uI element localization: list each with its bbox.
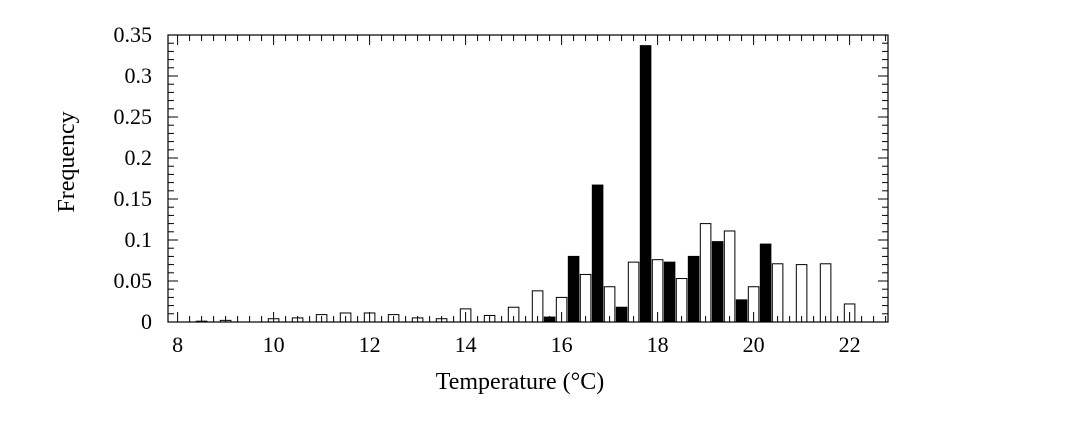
- x-tick-label: 10: [263, 332, 285, 357]
- y-tick-label: 0.35: [114, 22, 153, 47]
- y-tick-label: 0.25: [114, 104, 153, 129]
- bar-series1-17: [627, 261, 640, 323]
- x-tick-label: 18: [647, 332, 669, 357]
- bar-series1-15: [579, 273, 592, 323]
- x-tick-label: 14: [455, 332, 477, 357]
- x-axis-title: Temperature (°C): [436, 369, 605, 395]
- x-tick-label: 12: [359, 332, 381, 357]
- bar-series1-23: [771, 263, 784, 323]
- bar-series1-25: [819, 263, 832, 323]
- bar-series1-24: [795, 264, 808, 323]
- bar-series1-21: [723, 230, 736, 323]
- y-axis-title: Frequency: [54, 111, 80, 212]
- bar-series1-19: [675, 278, 688, 323]
- bar-series2-9: [759, 243, 772, 323]
- y-tick-label: 0.3: [125, 63, 153, 88]
- y-tick-label: 0.1: [125, 227, 153, 252]
- x-tick-label: 22: [839, 332, 861, 357]
- y-tick-label: 0.15: [114, 186, 153, 211]
- tick-labels-layer: 8 10 12 14 16 18 20 22 0 0.05 0.1 0.15 0.2 0.25 0.3 0.3…: [114, 22, 861, 357]
- bar-series2-5: [663, 261, 676, 323]
- bars-layer: [195, 45, 856, 323]
- bar-series2-1: [567, 255, 580, 323]
- y-tick-label: 0.2: [125, 145, 153, 170]
- x-tick-label: 20: [743, 332, 765, 357]
- bar-series2-6: [687, 255, 700, 323]
- bar-series1-20: [699, 223, 712, 323]
- bar-series2-2: [591, 184, 604, 323]
- ticks-layer: [168, 34, 888, 323]
- y-tick-label: 0.05: [114, 268, 153, 293]
- y-tick-label: 0: [141, 309, 152, 334]
- bar-series2-7: [711, 241, 724, 323]
- x-tick-label: 8: [172, 332, 183, 357]
- plot-frame: [167, 34, 889, 323]
- x-tick-label: 16: [551, 332, 573, 357]
- bar-series2-4: [639, 45, 652, 323]
